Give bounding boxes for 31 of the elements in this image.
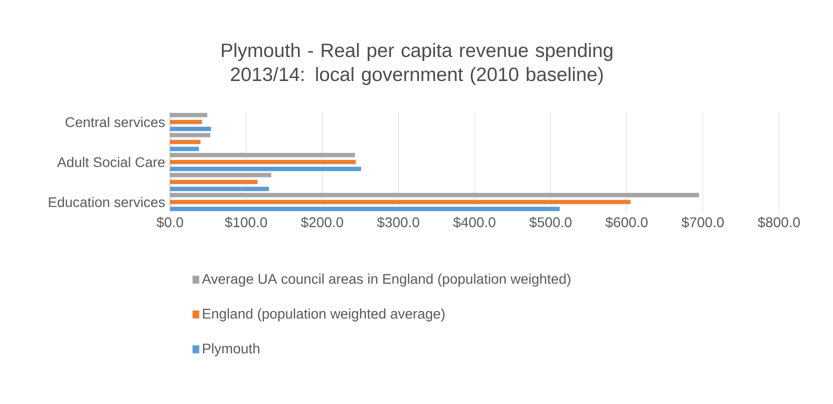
- x-tick-label: $300.0: [377, 216, 420, 228]
- bar: [170, 146, 199, 152]
- bar: [170, 132, 210, 138]
- x-tick-label: $200.0: [300, 216, 344, 228]
- chart-title: Plymouth - Real per capita revenue spending 2013/14: local government (2010 baseline): [222, 42, 612, 86]
- x-tick-label: $0.0: [156, 216, 184, 228]
- bar: [170, 200, 631, 204]
- bar: [170, 120, 202, 124]
- x-tick-label: $100.0: [224, 216, 267, 228]
- x-tick-label: $600.0: [605, 216, 648, 228]
- bar: [170, 160, 356, 164]
- y-tick-label: Central services: [66, 116, 165, 128]
- legend-label: England (population weighted average): [203, 308, 445, 322]
- legend-label: Plymouth: [203, 343, 260, 356]
- x-tick-label: $800.0: [758, 216, 800, 228]
- x-tick-label: $500.0: [529, 216, 572, 228]
- bar: [170, 126, 212, 132]
- bar: [170, 152, 355, 158]
- bar: [170, 166, 362, 172]
- bar: [170, 112, 208, 118]
- bar: [170, 192, 700, 198]
- y-tick-label: Education services: [48, 196, 165, 208]
- bar: [170, 206, 560, 212]
- x-tick-label: $700.0: [682, 216, 724, 228]
- bar: [170, 186, 269, 192]
- bar: [170, 172, 272, 178]
- x-tick-label: $400.0: [453, 216, 496, 228]
- bar: [170, 180, 258, 184]
- bar: [170, 140, 200, 144]
- legend-label: Average UA council areas in England (population weighted): [202, 274, 570, 287]
- y-tick-label: Adult Social Care: [57, 156, 165, 168]
